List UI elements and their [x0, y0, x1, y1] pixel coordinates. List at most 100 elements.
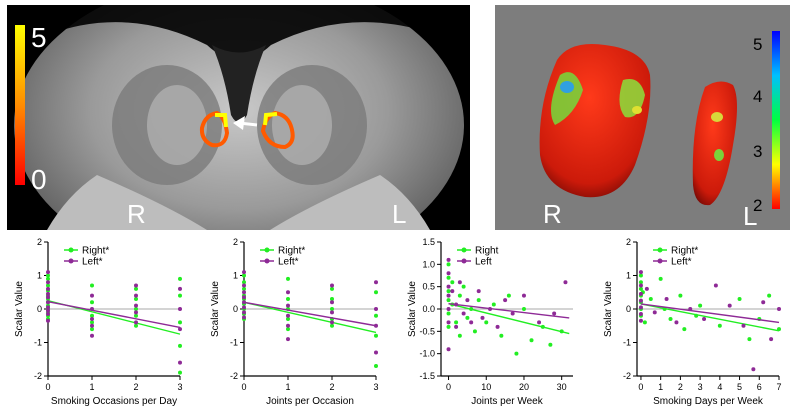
data-point: [727, 303, 732, 308]
data-point: [461, 311, 466, 316]
data-point: [90, 333, 94, 338]
y-tick-label: 1: [626, 271, 631, 281]
data-point: [751, 367, 756, 372]
data-point: [286, 313, 290, 318]
fit-line: [448, 302, 570, 335]
data-point: [761, 300, 766, 305]
data-point: [46, 312, 50, 317]
y-tick-label: 2: [626, 237, 631, 247]
data-point: [664, 296, 669, 301]
y-tick-label: 0.5: [422, 282, 435, 292]
data-point: [242, 305, 246, 310]
fit-line: [243, 301, 377, 327]
y-tick-label: -1: [34, 338, 42, 348]
data-point: [506, 293, 511, 298]
data-point: [769, 337, 774, 342]
data-point: [242, 280, 246, 285]
data-point: [446, 262, 451, 267]
data-point: [46, 276, 50, 281]
legend-label: Left: [475, 257, 492, 268]
legend-marker: [657, 258, 663, 264]
y-tick-label: -1.5: [419, 371, 435, 381]
data-point: [134, 310, 138, 315]
render-colorbar-tick-5: 5: [753, 35, 762, 54]
data-point: [242, 286, 246, 291]
y-tick-label: 2: [37, 237, 42, 247]
data-point: [374, 280, 378, 285]
data-point: [638, 283, 643, 288]
structure-right: [539, 44, 651, 198]
data-point: [134, 286, 138, 291]
data-point: [374, 313, 378, 318]
x-tick-label: 2: [329, 382, 334, 392]
data-point: [134, 293, 138, 298]
data-point: [461, 284, 466, 289]
x-tick-label: 0: [638, 382, 643, 392]
data-point: [446, 271, 451, 276]
data-point: [446, 293, 451, 298]
x-tick-label: 0: [241, 382, 246, 392]
data-point: [242, 283, 246, 288]
x-tick-label: 0: [446, 382, 451, 392]
data-point: [446, 311, 451, 316]
data-point: [90, 293, 94, 298]
data-point: [450, 280, 455, 285]
y-tick-label: -1.0: [419, 349, 435, 359]
data-point: [330, 320, 334, 325]
scatter-joints-per-occasion: -2 -1 0 1 2 0 1 2 3 Joints per Occasion Scalar Val…: [210, 237, 379, 407]
data-point: [638, 273, 643, 278]
y-tick-label: -1: [230, 338, 238, 348]
data-point: [658, 276, 663, 281]
mri-coronal-slice: 5 0 R L: [7, 5, 470, 230]
y-tick-label: -0.5: [419, 326, 435, 336]
data-point: [46, 295, 50, 300]
data-point: [457, 280, 462, 285]
data-point: [330, 296, 334, 301]
x-tick-label: 1: [89, 382, 94, 392]
data-point: [469, 320, 474, 325]
data-point: [446, 324, 451, 329]
data-point: [457, 333, 462, 338]
render-colorbar-tick-4: 4: [753, 87, 762, 106]
render-colorbar-tick-2: 2: [753, 196, 762, 215]
data-point: [446, 289, 451, 294]
data-point: [747, 337, 752, 342]
legend-label: Right: [475, 246, 499, 257]
y-tick-label: 0: [37, 304, 42, 314]
data-point: [446, 257, 451, 262]
data-point: [242, 290, 246, 295]
data-point: [330, 307, 334, 311]
data-point: [741, 323, 746, 328]
structure-left: [692, 81, 737, 206]
legend-label: Right*: [671, 246, 698, 257]
data-point: [134, 313, 138, 318]
data-point: [374, 363, 378, 368]
data-point: [476, 289, 481, 294]
data-point: [178, 276, 182, 281]
mri-colorbar-max-label: 5: [31, 22, 47, 53]
x-tick-label: 6: [757, 382, 762, 392]
mri-image: 5 0 R L: [7, 5, 470, 230]
data-point: [521, 307, 526, 311]
legend-marker: [461, 258, 467, 264]
legend-label: Right*: [82, 246, 109, 257]
data-point: [46, 280, 50, 285]
x-tick-label: 2: [678, 382, 683, 392]
data-point: [638, 298, 643, 303]
data-point: [178, 327, 182, 332]
data-point: [476, 298, 481, 303]
data-point: [446, 347, 451, 352]
data-point: [134, 307, 138, 311]
data-point: [682, 327, 687, 332]
x-tick-label: 4: [717, 382, 722, 392]
legend-label: Left*: [671, 257, 692, 268]
legend-marker: [264, 258, 270, 264]
data-point: [374, 350, 378, 355]
data-point: [457, 293, 462, 298]
data-point: [134, 323, 138, 328]
data-point: [90, 317, 94, 322]
y-tick-label: 0: [233, 304, 238, 314]
data-point: [46, 318, 50, 323]
data-point: [702, 317, 707, 322]
mri-colorbar: [15, 25, 25, 185]
